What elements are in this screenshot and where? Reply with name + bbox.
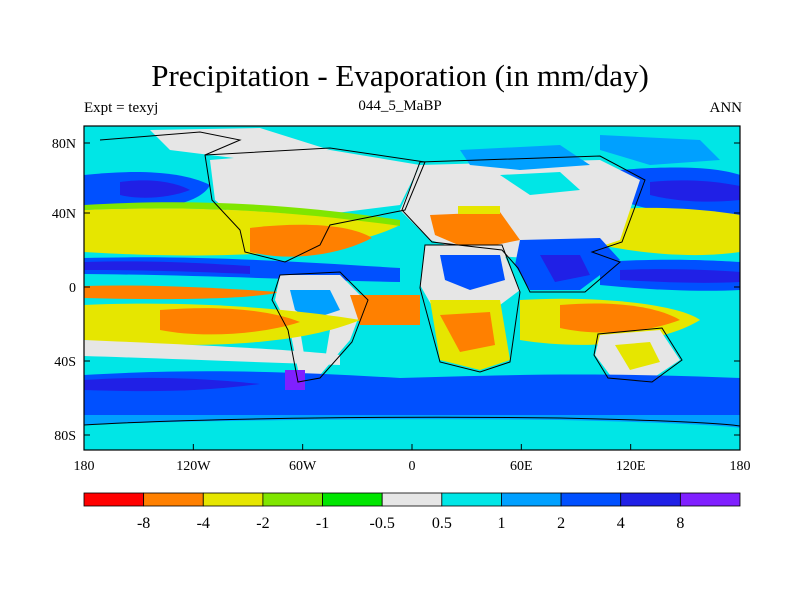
experiment-label: Expt = texyj — [84, 100, 159, 116]
colorbar-label: -2 — [256, 515, 269, 532]
colorbar-label: -1 — [316, 515, 329, 532]
colorbar-label: 1 — [497, 515, 505, 532]
x-tick-label: 180 — [74, 459, 95, 474]
x-tick-label: 120W — [176, 459, 211, 474]
colorbar-swatch — [83, 492, 145, 507]
colorbar-swatch — [202, 492, 264, 507]
x-tick-label: 120E — [616, 459, 646, 474]
chart-title: Precipitation - Evaporation (in mm/day) — [151, 58, 649, 93]
colorbar-label: 0.5 — [432, 515, 452, 532]
season-label: ANN — [709, 100, 743, 116]
x-tick-label: 60E — [510, 459, 533, 474]
colorbar-label: -0.5 — [370, 515, 395, 532]
map-area — [83, 125, 741, 451]
colorbar: -8 -4 -2 -1 -0.5 0.5 1 2 4 8 — [83, 492, 741, 532]
colorbar-label: -8 — [137, 515, 150, 532]
y-tick-label: 40N — [52, 207, 76, 222]
colorbar-label: 2 — [557, 515, 565, 532]
colorbar-swatch — [262, 492, 323, 507]
colorbar-swatch — [381, 492, 443, 507]
x-tick-label: 0 — [409, 459, 416, 474]
y-tick-label: 80S — [54, 429, 76, 444]
colorbar-swatch — [322, 492, 383, 507]
colorbar-swatch — [560, 492, 622, 507]
y-axis: 80N 40N 0 40S 80S — [52, 137, 740, 444]
period-label: 044_5_MaBP — [358, 98, 442, 114]
colorbar-swatch — [143, 492, 204, 507]
x-tick-label: 60W — [289, 459, 317, 474]
y-tick-label: 0 — [69, 281, 76, 296]
colorbar-swatch — [620, 492, 681, 507]
colorbar-swatch — [501, 492, 562, 507]
colorbar-swatch — [679, 492, 741, 507]
colorbar-label: -4 — [197, 515, 210, 532]
colorbar-label: 4 — [617, 515, 625, 532]
x-axis: 180 120W 60W 0 60E 120E 180 — [74, 444, 751, 474]
y-tick-label: 80N — [52, 137, 76, 152]
colorbar-swatch — [441, 492, 502, 507]
colorbar-label: 8 — [676, 515, 684, 532]
y-tick-label: 40S — [54, 355, 76, 370]
x-tick-label: 180 — [730, 459, 751, 474]
